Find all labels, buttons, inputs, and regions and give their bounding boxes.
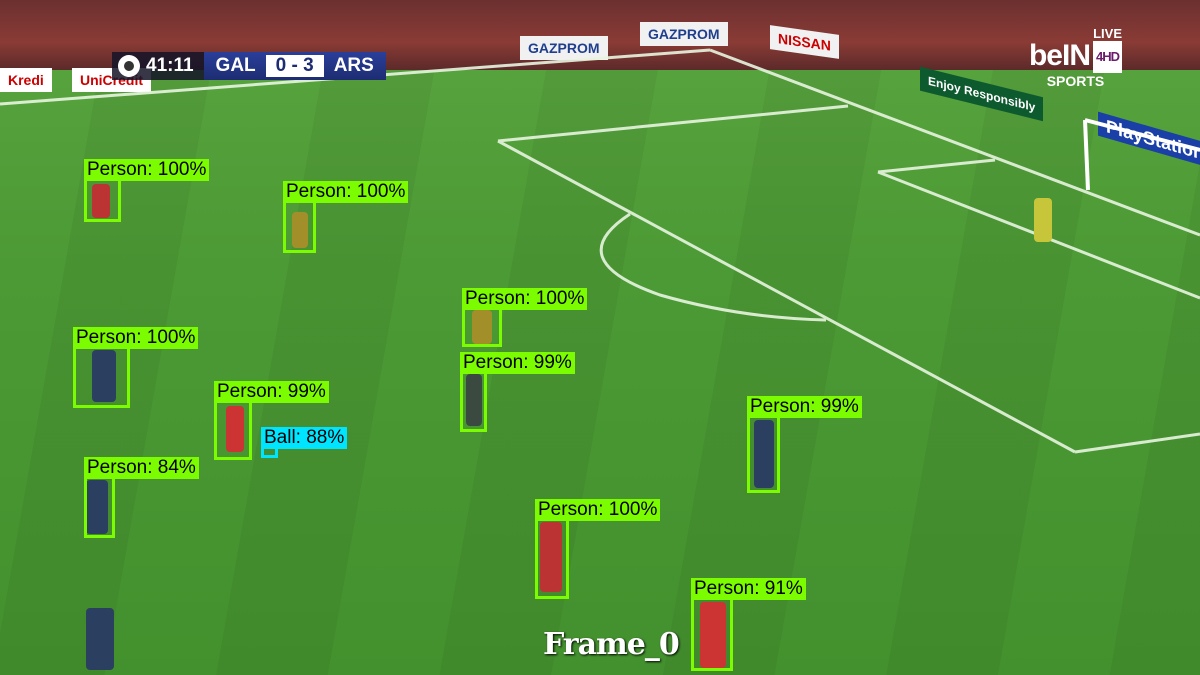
player-figure xyxy=(700,602,726,668)
detection-label: Person: 100% xyxy=(535,499,661,521)
hd-badge: 4HD xyxy=(1092,41,1122,73)
match-score: 0 - 3 xyxy=(265,55,324,77)
detection-box-person: Person: 91% xyxy=(691,578,806,671)
player-figure xyxy=(292,212,308,248)
detection-box-person: Person: 99% xyxy=(214,381,329,460)
detection-box-person: Person: 100% xyxy=(73,327,199,408)
detection-label: Person: 100% xyxy=(84,159,210,181)
frame-label: Frame_0 xyxy=(543,627,680,662)
team-scores: GAL 0 - 3 ARS xyxy=(203,52,386,80)
goalkeeper-figure xyxy=(1034,198,1052,242)
player-figure xyxy=(754,420,774,488)
detection-box-person: Person: 100% xyxy=(462,288,588,347)
detection-box-person: Person: 100% xyxy=(84,159,210,222)
bein-logo-text: beIN xyxy=(1028,39,1091,72)
player-figure xyxy=(86,480,108,534)
detection-box-person: Person: 84% xyxy=(84,457,199,538)
detection-label: Person: 99% xyxy=(460,352,575,374)
match-clock: 41:11 xyxy=(112,52,204,80)
champions-league-ball-icon xyxy=(118,55,140,77)
home-team: GAL xyxy=(215,55,256,76)
player-figure xyxy=(226,406,244,452)
detection-box-person: Person: 100% xyxy=(535,499,661,599)
detection-label: Person: 100% xyxy=(73,327,199,349)
detection-label: Person: 99% xyxy=(214,381,329,403)
detection-label: Person: 100% xyxy=(462,288,588,310)
scoreboard: 41:11 GAL 0 - 3 ARS xyxy=(112,52,386,80)
detection-box-person: Person: 100% xyxy=(283,181,409,253)
detection-box-ball: Ball: 88% xyxy=(261,427,348,458)
detection-label: Person: 99% xyxy=(747,396,862,418)
sports-text: SPORTS xyxy=(1046,73,1105,89)
player-figure xyxy=(540,522,562,592)
ad-board-kredi: Kredi xyxy=(0,68,52,92)
player-figure xyxy=(92,350,116,402)
detection-box-person: Person: 99% xyxy=(460,352,575,432)
ad-board-gazprom-2: GAZPROM xyxy=(640,22,728,46)
player-figure xyxy=(92,184,110,218)
detection-label: Ball: 88% xyxy=(261,427,348,449)
detection-label: Person: 91% xyxy=(691,578,806,600)
detection-label: Person: 100% xyxy=(283,181,409,203)
player-figure xyxy=(466,374,482,426)
detection-box-person: Person: 99% xyxy=(747,396,862,493)
player-figure xyxy=(472,310,492,344)
detection-label: Person: 84% xyxy=(84,457,199,479)
away-team: ARS xyxy=(333,55,374,76)
clock-time: 41:11 xyxy=(146,55,194,76)
player-figure xyxy=(86,608,114,670)
broadcaster-logo: LIVE beIN 4HD SPORTS xyxy=(1029,26,1122,89)
ad-board-gazprom-1: GAZPROM xyxy=(520,36,608,60)
live-badge: LIVE xyxy=(1093,26,1122,41)
